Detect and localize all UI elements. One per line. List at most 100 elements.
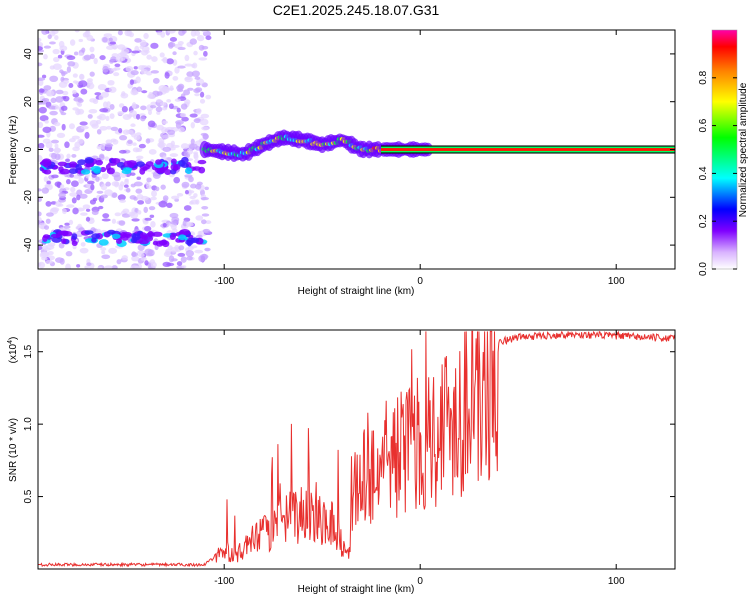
heatmap-noise-cell (193, 50, 198, 56)
heatmap-noise-cell (145, 71, 153, 76)
heatmap-noise-cell (54, 35, 59, 41)
heatmap-noise-cell (89, 53, 95, 60)
heatmap-noise-cell (148, 91, 154, 98)
heatmap-noise-cell (137, 253, 145, 258)
heatmap-band-cell (197, 159, 207, 165)
heatmap-noise-cell (158, 200, 168, 208)
heatmap-noise-cell (131, 50, 140, 54)
heatmap-noise-cell (172, 75, 179, 81)
snr-y-label: SNR (10 * v/v) (8, 418, 19, 482)
heatmap-noise-cell (121, 48, 130, 54)
x-tick-label: 0 (417, 576, 423, 587)
heatmap-noise-cell (66, 204, 75, 208)
heatmap-noise-cell (59, 184, 65, 189)
heatmap-noise-cell (41, 74, 47, 79)
heatmap-noise-cell (72, 245, 77, 250)
heatmap-noise-cell (67, 61, 76, 67)
heatmap-noise-cell (188, 190, 195, 194)
heatmap-noise-cell (166, 58, 174, 65)
heatmap-noise-cell (62, 208, 67, 215)
heatmap-noise-cell (200, 113, 210, 119)
heatmap-noise-cell (60, 70, 68, 75)
heatmap-noise-cell (58, 242, 65, 249)
heatmap-noise-cell (135, 188, 143, 194)
heatmap-noise-cell (165, 126, 175, 130)
heatmap-band-cell (50, 233, 61, 239)
heatmap-noise-cell (199, 118, 209, 126)
heatmap-noise-cell (176, 261, 183, 267)
heatmap-noise-cell (101, 218, 111, 222)
colorbar-tick-label: 0.8 (698, 70, 709, 84)
heatmap-noise-cell (71, 153, 77, 158)
heatmap-noise-cell (128, 211, 136, 217)
heatmap-noise-cell (133, 181, 143, 187)
heatmap-noise-cell (151, 56, 158, 63)
heatmap-noise-cell (171, 216, 180, 224)
heatmap-noise-cell (98, 113, 107, 121)
heatmap-noise-cell (126, 30, 133, 37)
heatmap-noise-cell (146, 168, 153, 173)
heatmap-band-cell (106, 229, 116, 235)
heatmap-noise-cell (104, 156, 110, 161)
heatmap-noise-cell (162, 56, 168, 64)
y-tick-label: 20 (23, 96, 34, 108)
heatmap-band-cell (99, 166, 107, 173)
heatmap-noise-cell (139, 39, 147, 47)
heatmap-noise-cell (82, 32, 90, 38)
heatmap-noise-cell (38, 77, 46, 81)
heatmap-noise-cell (195, 215, 204, 221)
heatmap-noise-cell (38, 211, 42, 217)
heatmap-noise-cell (74, 141, 81, 149)
heatmap-noise-cell (85, 208, 91, 212)
heatmap-noise-cell (143, 32, 149, 39)
heatmap-noise-cell (104, 265, 113, 269)
heatmap-noise-cell (101, 254, 111, 260)
heatmap-noise-cell (38, 41, 44, 48)
heatmap-noise-cell (89, 98, 97, 103)
heatmap-noise-cell (43, 54, 48, 60)
heatmap-noise-cell (137, 210, 142, 215)
heatmap-noise-cell (76, 231, 82, 235)
heatmap-noise-cell (143, 206, 149, 213)
heatmap-noise-cell (39, 115, 49, 122)
heatmap-noise-cell (59, 257, 65, 265)
heatmap-noise-cell (175, 121, 182, 129)
heatmap-noise-cell (68, 123, 75, 130)
heatmap-noise-cell (201, 126, 209, 131)
heatmap-noise-cell (125, 65, 134, 72)
heatmap-band-cell (181, 156, 189, 164)
heatmap-noise-cell (76, 189, 83, 196)
heatmap-noise-cell (112, 45, 117, 50)
heatmap-noise-cell (46, 90, 55, 97)
heatmap-noise-cell (146, 184, 152, 189)
heatmap-noise-cell (201, 213, 210, 217)
heatmap-band-cell (185, 167, 193, 175)
heatmap-noise-cell (100, 194, 108, 199)
heatmap-noise-cell (94, 92, 102, 96)
heatmap-band-cell (116, 161, 126, 168)
heatmap-noise-cell (41, 98, 50, 102)
heatmap-noise-cell (162, 134, 170, 139)
y-tick-label: 1.0 (23, 417, 34, 431)
heatmap-band-cell (161, 239, 167, 245)
heatmap-noise-cell (180, 143, 189, 150)
heatmap-noise-cell (102, 213, 110, 219)
heatmap-noise-cell (38, 46, 43, 51)
heatmap-noise-cell (146, 177, 152, 183)
heatmap-noise-cell (97, 266, 103, 269)
heatmap-noise-cell (140, 105, 147, 111)
heatmap-noise-cell (167, 87, 175, 91)
heatmap-noise-cell (119, 135, 128, 141)
heatmap-noise-cell (194, 76, 201, 80)
heatmap-noise-cell (41, 187, 49, 194)
heatmap-noise-cell (105, 115, 110, 122)
heatmap-noise-cell (64, 222, 71, 226)
heatmap-noise-cell (76, 194, 81, 201)
heatmap-noise-cell (95, 119, 102, 125)
heatmap-noise-cell (172, 51, 177, 56)
heatmap-noise-cell (131, 218, 140, 222)
heatmap-band-cell (62, 231, 73, 237)
heatmap-noise-cell (162, 195, 169, 201)
heatmap-noise-cell (203, 50, 208, 57)
heatmap-noise-cell (162, 261, 172, 268)
